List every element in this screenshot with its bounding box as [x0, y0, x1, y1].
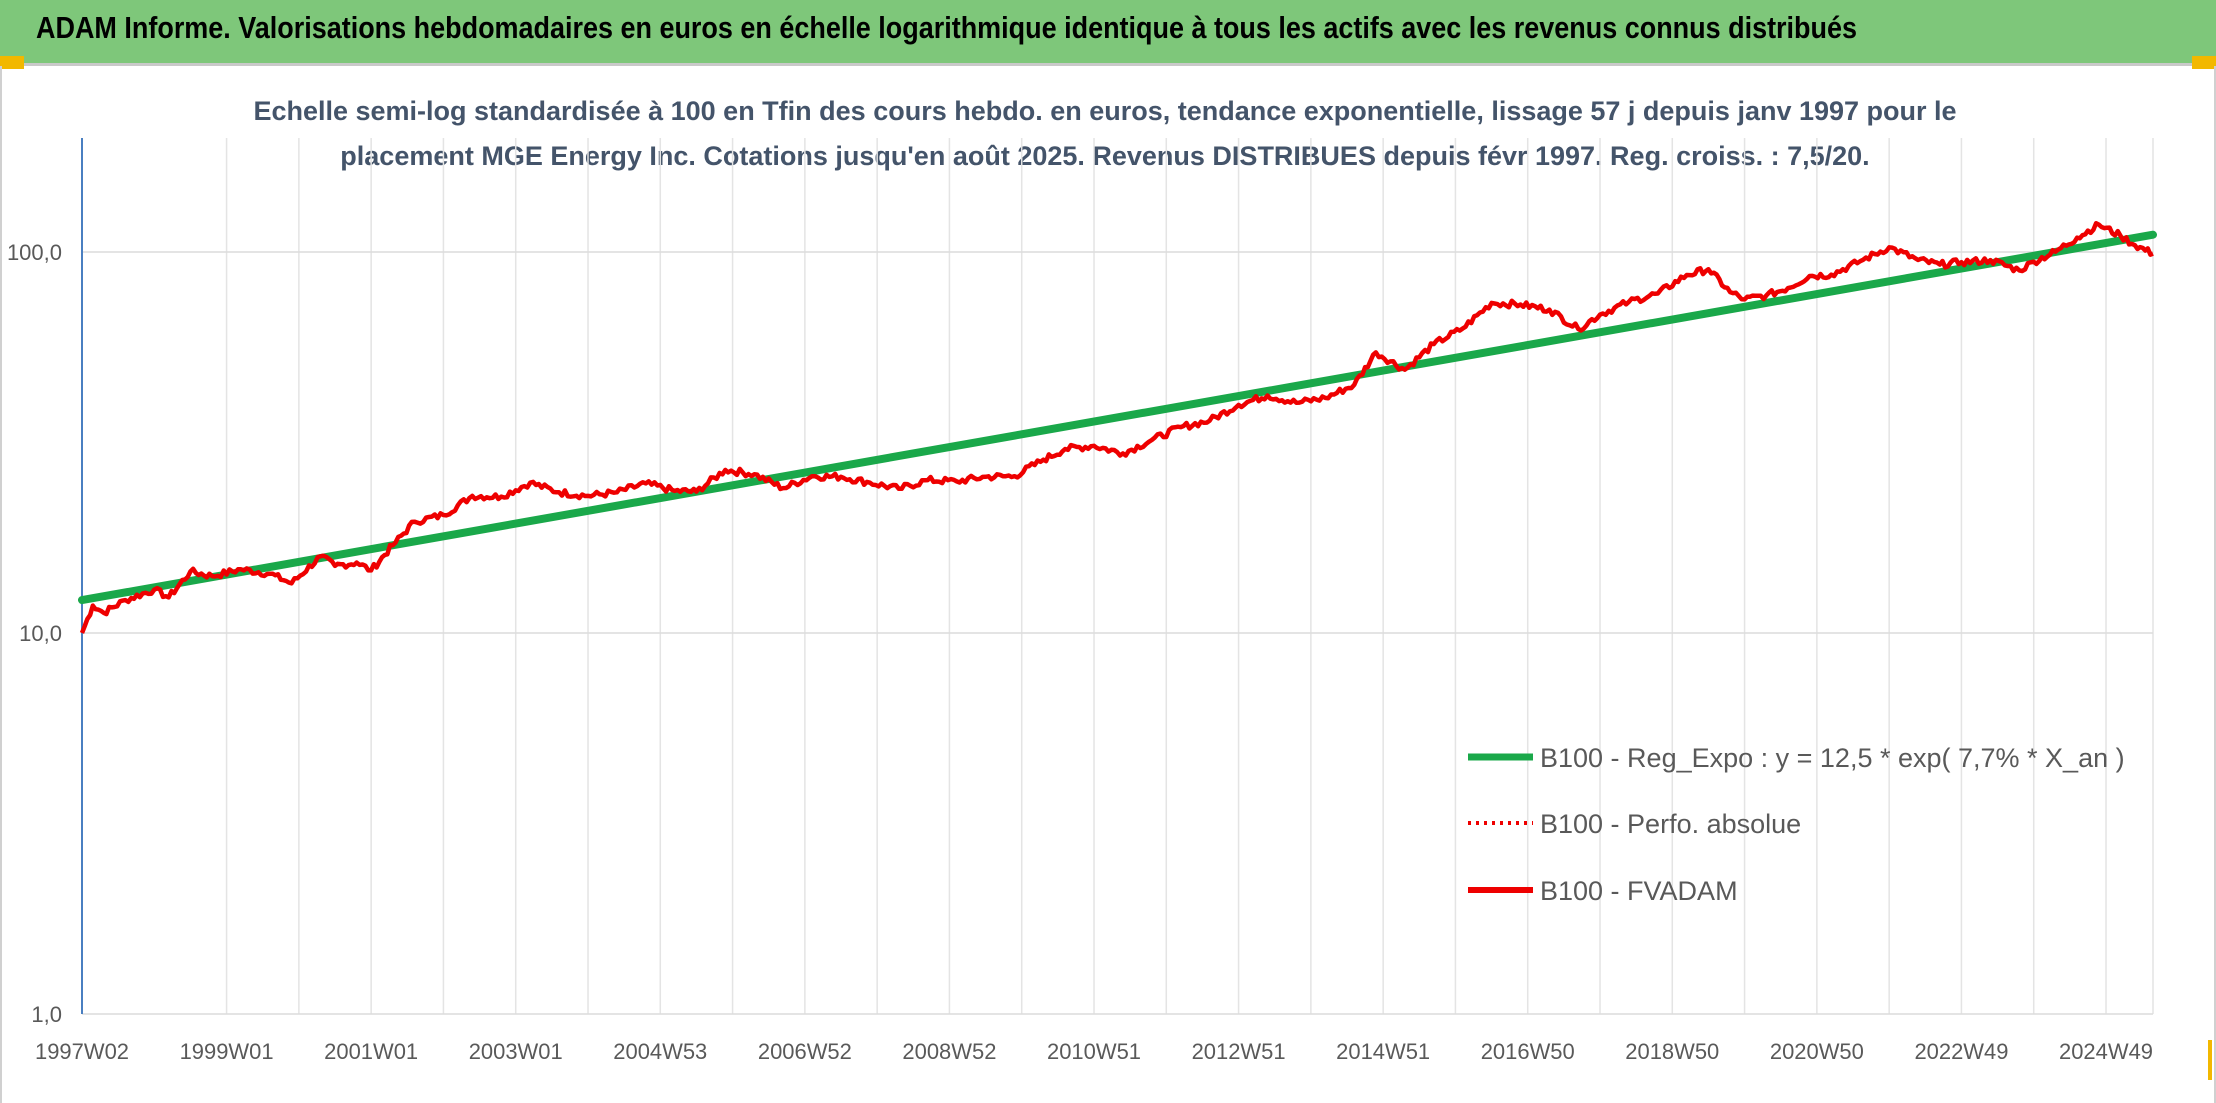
- x-tick-label: 2010W51: [1047, 1039, 1141, 1064]
- x-tick-label: 1997W02: [35, 1039, 129, 1064]
- chart-subtitle-line2: placement MGE Energy Inc. Cotations jusq…: [340, 141, 1870, 171]
- frame-border-left: [0, 66, 2, 1103]
- report-header: ADAM Informe. Valorisations hebdomadaire…: [0, 0, 2216, 66]
- chart-subtitle-line1: Echelle semi-log standardisée à 100 en T…: [253, 96, 1957, 126]
- legend-trend-label: B100 - Reg_Expo : y = 12,5 * exp( 7,7% *…: [1540, 743, 2125, 773]
- x-tick-label: 2022W49: [1914, 1039, 2008, 1064]
- edge-marker: [2208, 1040, 2212, 1080]
- x-tick-label: 2018W50: [1625, 1039, 1719, 1064]
- frame-border-right: [2214, 66, 2216, 1103]
- x-tick-label: 2020W50: [1770, 1039, 1864, 1064]
- y-tick-label: 100,0: [7, 240, 62, 265]
- x-tick-label: 2012W51: [1192, 1039, 1286, 1064]
- y-tick-label: 10,0: [19, 621, 62, 646]
- x-tick-label: 2024W49: [2059, 1039, 2153, 1064]
- y-tick-label: 1,0: [31, 1002, 62, 1027]
- corner-marker-right: [2192, 56, 2216, 69]
- series-fvadam-line: [79, 220, 2154, 634]
- x-tick-label: 1999W01: [180, 1039, 274, 1064]
- legend-perfo-label: B100 - Perfo. absolue: [1540, 809, 1801, 839]
- report-title: ADAM Informe. Valorisations hebdomadaire…: [36, 10, 1857, 45]
- x-tick-label: 2003W01: [469, 1039, 563, 1064]
- series-trend-line: [78, 230, 2157, 605]
- x-tick-label: 2016W50: [1481, 1039, 1575, 1064]
- x-tick-label: 2014W51: [1336, 1039, 1430, 1064]
- corner-marker-left: [0, 56, 24, 69]
- legend-fvadam-label: B100 - FVADAM: [1540, 876, 1738, 906]
- x-tick-label: 2001W01: [324, 1039, 418, 1064]
- x-tick-label: 2004W53: [613, 1039, 707, 1064]
- x-tick-label: 2006W52: [758, 1039, 852, 1064]
- x-tick-label: 2008W52: [902, 1039, 996, 1064]
